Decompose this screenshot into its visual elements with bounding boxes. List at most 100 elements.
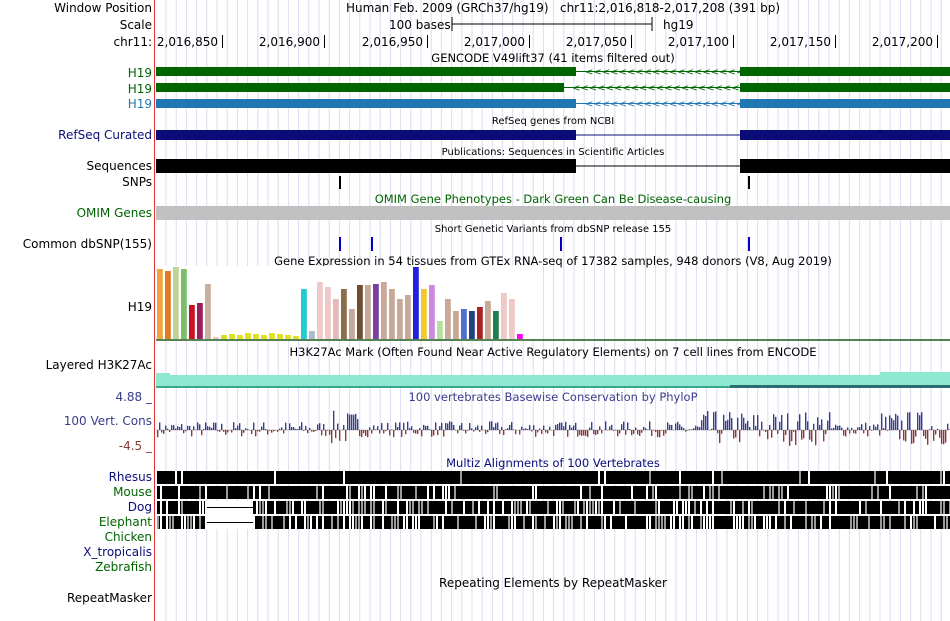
svg-text:<<<<<<<<<<<<<<<<<<<: <<<<<<<<<<<<<<<<<<< <box>585 67 744 78</box>
gtex-tissue-bar <box>301 289 307 339</box>
gencode-item-label-2[interactable]: H19 <box>127 82 152 96</box>
gtex-tissue-bar <box>389 289 395 339</box>
gencode-transcript-3[interactable]: <<<<<<<<<<<<<<<<<<< <box>156 99 950 110</box>
window-position-label: Window Position <box>54 1 152 15</box>
refseq-gene-h19[interactable] <box>0 128 950 142</box>
publications-track-title: Publications: Sequences in Scientific Ar… <box>441 147 665 158</box>
dbsnp-variant <box>371 237 373 251</box>
phylop-conservation-plot[interactable] <box>0 402 950 454</box>
gtex-tissue-bar <box>261 335 267 339</box>
omim-phenotype-bar[interactable] <box>156 206 950 220</box>
snp-mark <box>339 176 341 189</box>
ruler-tick <box>427 35 428 48</box>
dbsnp-track-title: Short Genetic Variants from dbSNP releas… <box>434 224 672 235</box>
gtex-tissue-bar <box>229 334 235 339</box>
svg-text:<<<<<<<<<<<<<<<<<<<: <<<<<<<<<<<<<<<<<<< <box>585 99 744 110</box>
multiz-species-zebrafish[interactable]: Zebrafish <box>95 560 152 574</box>
multiz-species-x-tropicalis[interactable]: X_tropicalis <box>83 545 152 559</box>
ruler-tick-label: 2,016,850 <box>156 35 218 49</box>
gtex-tissue-bar <box>429 285 435 339</box>
ruler-tick-label: 2,016,900 <box>258 35 320 49</box>
gtex-tissue-bar <box>157 269 163 339</box>
assembly-name: Human Feb. 2009 (GRCh37/hg19) <box>346 1 549 15</box>
snps-track-label[interactable]: SNPs <box>122 175 152 189</box>
ruler-tick <box>529 35 530 48</box>
gtex-tissue-bar <box>181 269 187 339</box>
gtex-tissue-bar <box>421 289 427 339</box>
gencode-item-label-3[interactable]: H19 <box>127 97 152 111</box>
h3k27ac-track-label[interactable]: Layered H3K27Ac <box>45 358 152 372</box>
ruler-tick-label: 2,016,950 <box>361 35 423 49</box>
multiz-species-chicken[interactable]: Chicken <box>104 530 152 544</box>
phylop-max-label: 4.88 _ <box>115 390 152 404</box>
gencode-transcript-2[interactable]: <<<<<<<<<<<<<<<<<<<< <box>156 83 950 94</box>
multiz-species-elephant[interactable]: Elephant <box>98 515 152 529</box>
phylop-track-label[interactable]: 100 Vert. Cons <box>63 414 152 428</box>
gtex-tissue-bar <box>341 289 347 339</box>
ruler-tick <box>222 35 223 48</box>
gtex-tissue-bar <box>213 337 219 339</box>
multiz-alignment-blocks[interactable] <box>0 470 950 530</box>
ruler-tick <box>631 35 632 48</box>
gtex-tissue-bar <box>253 334 259 339</box>
refseq-track-title: RefSeq genes from NCBI <box>491 116 615 127</box>
multiz-species-mouse[interactable]: Mouse <box>113 485 152 499</box>
gencode-transcript-1[interactable]: <<<<<<<<<<<<<<<<<<< <box>156 67 950 78</box>
dbsnp-track-label[interactable]: Common dbSNP(155) <box>22 237 152 251</box>
gtex-tissue-bar <box>285 335 291 339</box>
gtex-tissue-bar <box>517 334 523 339</box>
dbsnp-track[interactable] <box>0 236 950 252</box>
publication-sequence-feature[interactable] <box>0 158 950 174</box>
gencode-track[interactable]: <<<<<<<<<<<<<<<<<<< <<<<<<<<<<<<<<<<<<<<… <box>0 62 950 112</box>
snp-mark <box>748 176 750 189</box>
ruler-tick-label: 2,017,050 <box>565 35 627 49</box>
snps-track[interactable] <box>0 174 950 190</box>
phylop-min-label: -4.5 _ <box>118 439 152 453</box>
ruler-tick-label: 2,017,200 <box>871 35 933 49</box>
gtex-tissue-bar <box>293 336 299 339</box>
gencode-item-label-1[interactable]: H19 <box>127 66 152 80</box>
ruler-tick <box>937 35 938 48</box>
dbsnp-variant <box>748 237 750 251</box>
h3k27ac-track-title: H3K27Ac Mark (Often Found Near Active Re… <box>289 345 817 359</box>
scale-bar-text: 100 bases <box>389 18 451 32</box>
gtex-tissue-bar <box>445 299 451 339</box>
gtex-track-label[interactable]: H19 <box>127 300 152 314</box>
gtex-tissue-bar <box>173 267 179 339</box>
scale-db: hg19 <box>663 18 694 32</box>
gtex-tissue-bar <box>413 267 419 339</box>
ruler-tick <box>324 35 325 48</box>
multiz-species-dog[interactable]: Dog <box>127 500 152 514</box>
gtex-tissue-bar <box>277 334 283 339</box>
ruler-tick-label: 2,017,100 <box>667 35 729 49</box>
publications-track-label[interactable]: Sequences <box>86 159 152 173</box>
gtex-tissue-bar <box>381 282 387 339</box>
gtex-tissue-bar <box>309 331 315 339</box>
dbsnp-variant <box>560 237 562 251</box>
repeatmasker-track-label[interactable]: RepeatMasker <box>66 591 152 605</box>
position-readout: Human Feb. 2009 (GRCh37/hg19) chr11:2,01… <box>346 1 780 15</box>
multiz-species-rhesus[interactable]: Rhesus <box>108 470 152 484</box>
gtex-tissue-bar <box>461 309 467 339</box>
repeatmasker-track-title: Repeating Elements by RepeatMasker <box>439 576 667 590</box>
h3k27ac-signal[interactable] <box>0 370 950 390</box>
omim-track-label[interactable]: OMIM Genes <box>76 206 152 220</box>
scale-label: Scale <box>119 18 152 32</box>
gtex-tissue-bar <box>485 301 491 339</box>
label-panel-separator <box>154 0 155 621</box>
scale-bar <box>451 17 653 31</box>
gtex-tissue-bar <box>469 311 475 339</box>
omim-track-title: OMIM Gene Phenotypes - Dark Green Can Be… <box>374 192 732 206</box>
gtex-tissue-bar <box>269 333 275 339</box>
dbsnp-variant <box>339 237 341 251</box>
gtex-track-title: Gene Expression in 54 tissues from GTEx … <box>274 254 832 268</box>
ruler-tick <box>733 35 734 48</box>
gtex-tissue-bar <box>333 299 339 339</box>
multiz-track-title: Multiz Alignments of 100 Vertebrates <box>446 456 660 470</box>
gtex-expression-chart[interactable] <box>0 266 950 341</box>
refseq-track-label[interactable]: RefSeq Curated <box>58 128 152 142</box>
gtex-tissue-bar <box>245 333 251 339</box>
svg-text:<<<<<<<<<<<<<<<<<<<<: <<<<<<<<<<<<<<<<<<<< <box>572 83 740 94</box>
phylop-track-title: 100 vertebrates Basewise Conservation by… <box>408 390 698 404</box>
